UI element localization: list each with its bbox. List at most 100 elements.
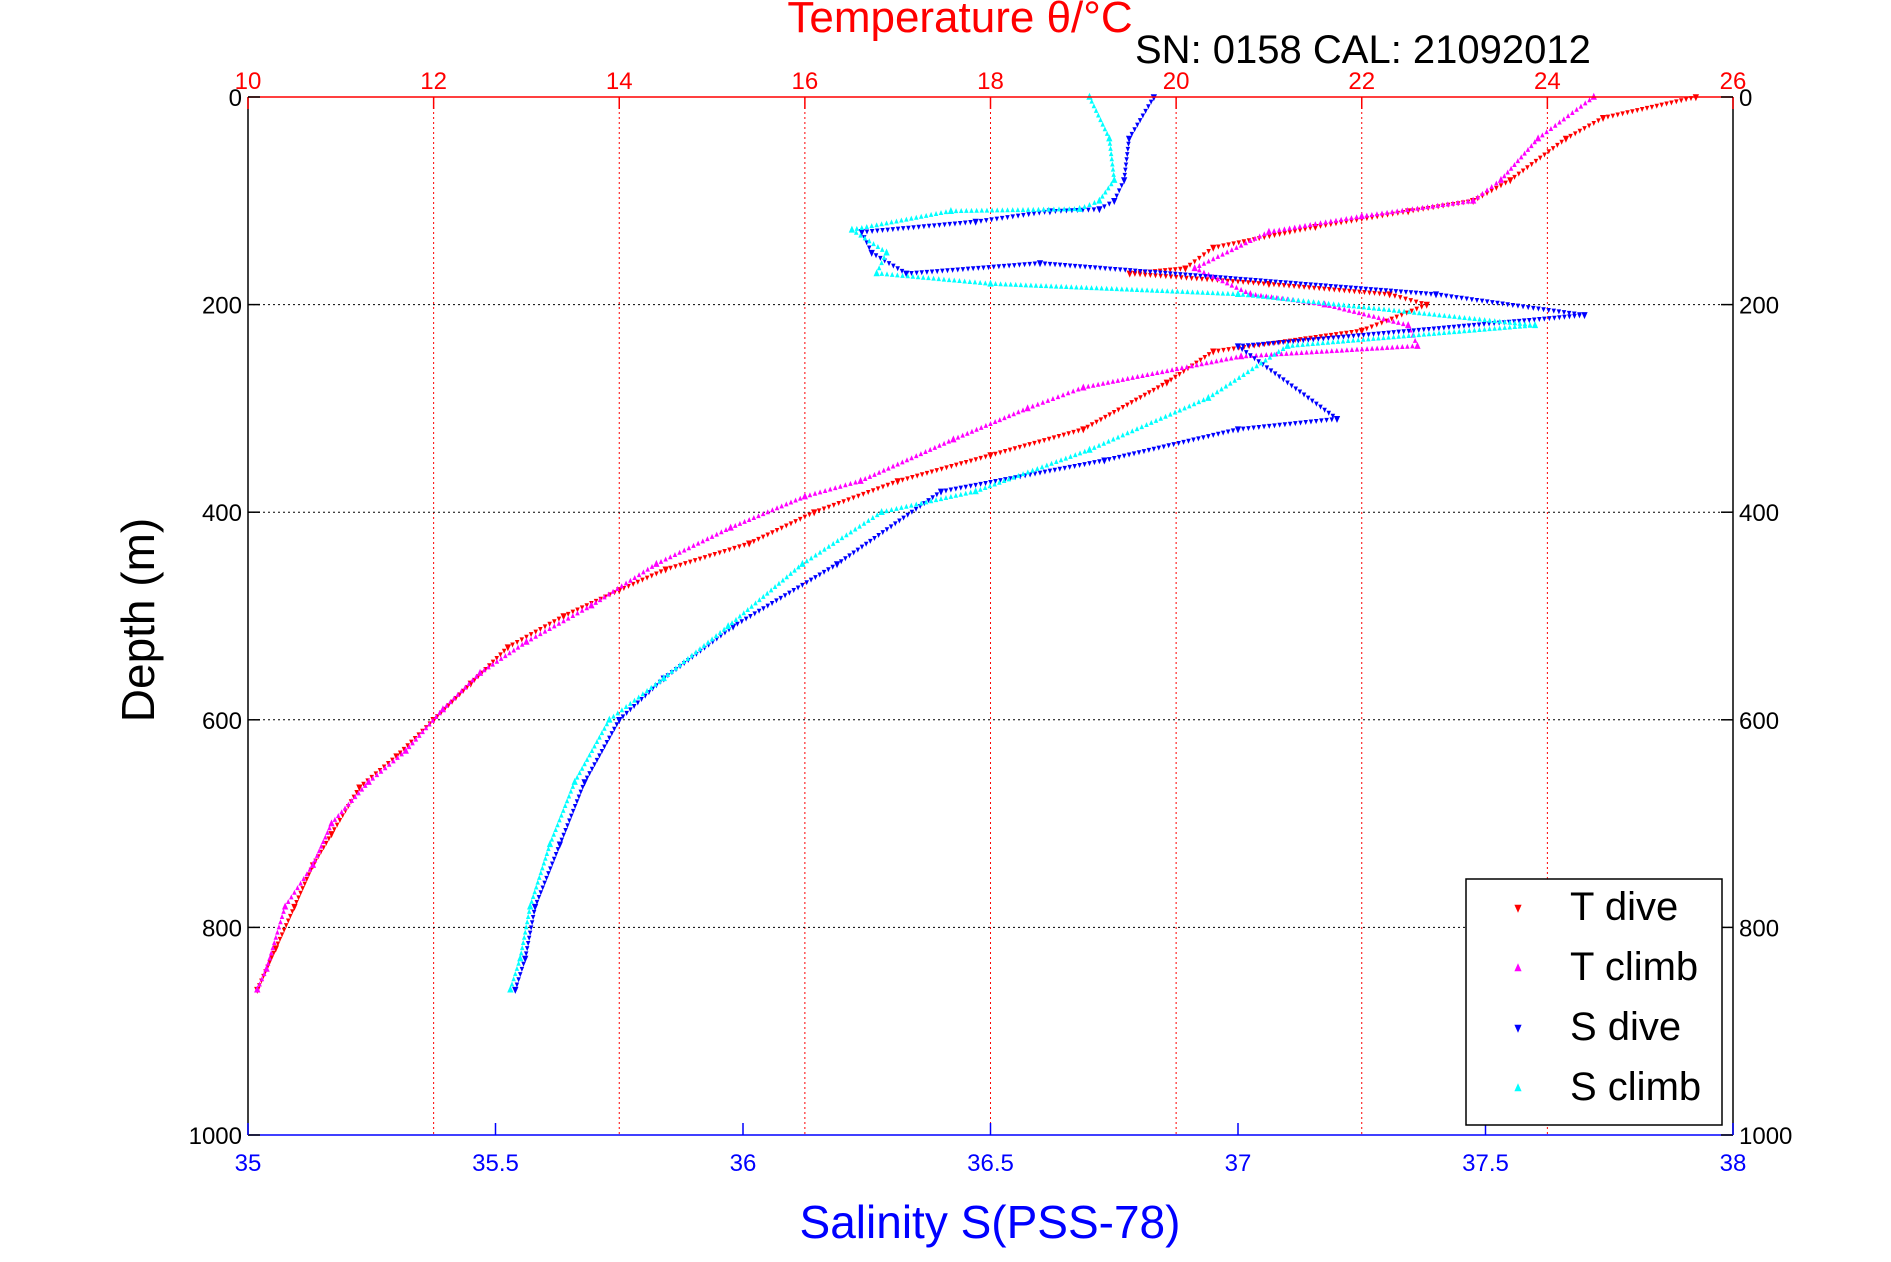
profile-marker — [807, 512, 812, 518]
profile-marker — [1515, 303, 1521, 309]
profile-marker — [1457, 314, 1462, 320]
profile-marker — [1085, 424, 1090, 430]
profile-marker — [423, 725, 429, 731]
profile-marker — [1158, 415, 1164, 421]
profile-marker — [298, 890, 303, 896]
profile-marker — [947, 221, 953, 227]
profile-marker — [1135, 122, 1140, 128]
profile-marker — [1427, 311, 1432, 317]
profile-marker — [868, 538, 873, 544]
profile-marker — [804, 558, 810, 564]
profile-marker — [1250, 342, 1256, 348]
profile-marker — [1281, 283, 1287, 289]
profile-marker — [1139, 287, 1145, 293]
profile-marker — [934, 468, 940, 474]
profile-marker — [1386, 330, 1391, 336]
profile-marker — [1204, 277, 1210, 283]
y-axis-label: Depth (m) — [112, 518, 164, 722]
legend-label: S climb — [1570, 1065, 1701, 1109]
profile-marker — [1216, 348, 1221, 354]
data-point — [522, 955, 529, 963]
profile-marker — [645, 566, 650, 572]
profile-marker — [841, 499, 846, 505]
profile-marker — [1000, 207, 1005, 213]
profile-marker — [817, 489, 823, 495]
profile-marker — [765, 509, 770, 515]
profile-marker — [914, 453, 919, 459]
profile-marker — [1376, 331, 1381, 337]
profile-marker — [1067, 464, 1072, 470]
profile-marker — [1348, 285, 1354, 291]
profile-marker — [1001, 478, 1007, 484]
profile-marker — [1026, 212, 1031, 218]
profile-marker — [1002, 449, 1008, 455]
profile-marker — [466, 680, 472, 686]
profile-marker — [970, 266, 976, 272]
data-point — [263, 964, 270, 972]
profile-marker — [1167, 267, 1173, 273]
profile-marker — [1020, 471, 1026, 477]
data-point — [507, 985, 514, 993]
profile-marker — [1306, 298, 1311, 304]
profile-marker — [474, 673, 479, 679]
profile-marker — [1520, 168, 1526, 174]
profile-marker — [1210, 392, 1215, 398]
profile-marker — [1570, 109, 1575, 115]
profile-marker — [1129, 400, 1134, 406]
profile-marker — [973, 482, 978, 488]
profile-marker — [1537, 155, 1543, 161]
profile-marker — [881, 254, 887, 260]
profile-marker — [1046, 206, 1051, 212]
profile-marker — [978, 424, 984, 430]
profile-marker — [1286, 296, 1291, 302]
profile-marker — [880, 530, 886, 536]
data-point — [1024, 404, 1031, 412]
profile-marker — [737, 520, 743, 526]
profile-marker — [1111, 436, 1116, 442]
profile-marker — [926, 498, 931, 504]
x-top-tick-label: 16 — [792, 68, 819, 95]
profile-marker — [1330, 413, 1336, 419]
profile-marker — [1097, 459, 1102, 465]
profile-marker — [1017, 262, 1022, 268]
profile-marker — [582, 761, 587, 767]
profile-marker — [918, 451, 924, 457]
profile-marker — [1103, 189, 1108, 195]
profile-marker — [1122, 172, 1128, 178]
profile-marker — [1011, 474, 1016, 480]
profile-marker — [555, 847, 561, 853]
profile-marker — [1314, 401, 1319, 407]
profile-marker — [691, 542, 696, 548]
profile-marker — [906, 225, 911, 231]
profile-marker — [1270, 340, 1276, 346]
profile-marker — [1644, 105, 1650, 111]
profile-marker — [1288, 280, 1293, 286]
profile-marker — [853, 479, 858, 485]
profile-marker — [548, 866, 553, 872]
profile-marker — [1195, 289, 1200, 295]
profile-marker — [856, 493, 861, 499]
profile-marker — [542, 880, 547, 886]
profile-marker — [1277, 232, 1282, 238]
profile-marker — [776, 580, 782, 586]
profile-marker — [1316, 286, 1322, 292]
profile-marker — [285, 899, 291, 905]
profile-marker — [410, 740, 415, 746]
profile-marker — [1258, 352, 1264, 358]
profile-marker — [1378, 287, 1384, 293]
profile-marker — [1376, 335, 1381, 341]
profile-marker — [1512, 324, 1518, 330]
profile-marker — [1025, 206, 1031, 212]
profile-marker — [1342, 288, 1347, 294]
profile-marker — [1090, 382, 1096, 388]
profile-marker — [516, 960, 521, 966]
profile-marker — [1292, 228, 1298, 234]
profile-marker — [519, 966, 525, 972]
profile-marker — [742, 542, 747, 548]
profile-marker — [1228, 380, 1233, 386]
profile-marker — [974, 207, 979, 213]
profile-marker — [1046, 436, 1052, 442]
profile-marker — [1411, 309, 1417, 315]
profile-marker — [611, 713, 616, 719]
profile-marker — [1107, 140, 1113, 146]
